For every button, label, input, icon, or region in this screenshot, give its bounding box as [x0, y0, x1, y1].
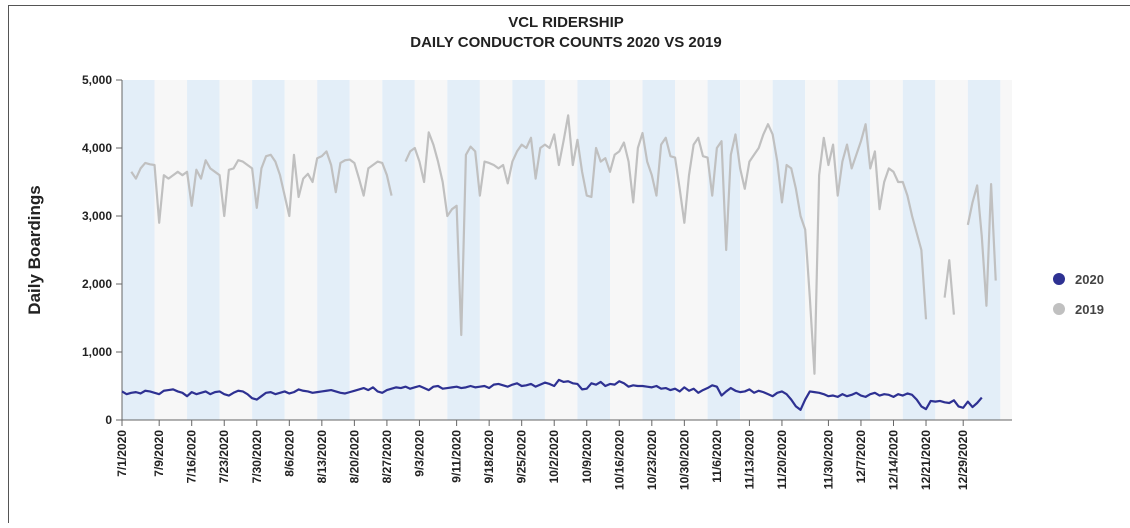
- y-tick-label: 2,000: [82, 277, 112, 291]
- band: [252, 80, 285, 420]
- x-tick-label: 11/13/2020: [742, 430, 756, 490]
- band: [122, 80, 155, 420]
- band: [220, 80, 253, 420]
- band: [512, 80, 545, 420]
- band: [610, 80, 643, 420]
- chart-title: VCL RIDERSHIP: [508, 14, 624, 31]
- band: [187, 80, 220, 420]
- band: [285, 80, 318, 420]
- x-tick-label: 7/16/2020: [185, 430, 199, 484]
- x-tick-label: 11/30/2020: [821, 430, 835, 490]
- band: [870, 80, 903, 420]
- x-tick-label: 10/16/2020: [612, 430, 626, 490]
- legend-label: 2019: [1075, 302, 1104, 317]
- x-tick-label: 11/20/2020: [775, 430, 789, 490]
- band: [968, 80, 1001, 420]
- x-tick-label: 7/23/2020: [217, 430, 231, 484]
- y-tick-label: 3,000: [82, 209, 112, 223]
- band: [480, 80, 513, 420]
- band: [773, 80, 806, 420]
- legend-marker: [1053, 273, 1065, 285]
- x-tick-label: 7/30/2020: [250, 430, 264, 484]
- x-tick-label: 10/30/2020: [677, 430, 691, 490]
- y-tick-label: 1,000: [82, 345, 112, 359]
- band: [350, 80, 383, 420]
- x-tick-label: 7/1/2020: [115, 430, 129, 477]
- x-tick-label: 12/14/2020: [886, 430, 900, 490]
- band: [935, 80, 968, 420]
- y-tick-label: 5,000: [82, 73, 112, 87]
- x-tick-label: 8/20/2020: [347, 430, 361, 484]
- band: [740, 80, 773, 420]
- x-tick-label: 9/18/2020: [482, 430, 496, 484]
- band: [415, 80, 448, 420]
- x-tick-label: 8/6/2020: [282, 430, 296, 477]
- background-bands: [122, 80, 1012, 420]
- x-tick-label: 8/13/2020: [315, 430, 329, 484]
- x-tick-label: 10/9/2020: [580, 430, 594, 484]
- x-tick-label: 11/6/2020: [710, 430, 724, 483]
- band: [382, 80, 415, 420]
- x-tick-label: 9/11/2020: [450, 430, 464, 483]
- band: [317, 80, 350, 420]
- x-tick-label: 7/9/2020: [152, 430, 166, 477]
- x-tick-label: 12/21/2020: [919, 430, 933, 490]
- x-tick-label: 9/3/2020: [412, 430, 426, 477]
- x-tick-label: 9/25/2020: [515, 430, 529, 484]
- band: [805, 80, 838, 420]
- band: [545, 80, 578, 420]
- x-tick-label: 10/23/2020: [645, 430, 659, 490]
- band: [1000, 80, 1012, 420]
- band: [708, 80, 741, 420]
- band: [643, 80, 676, 420]
- y-tick-label: 0: [105, 413, 112, 427]
- band: [577, 80, 610, 420]
- band: [155, 80, 188, 420]
- legend-marker: [1053, 303, 1065, 315]
- y-axis-title: Daily Boardings: [25, 185, 44, 314]
- band: [675, 80, 708, 420]
- x-tick-label: 12/29/2020: [956, 430, 970, 490]
- x-tick-label: 8/27/2020: [380, 430, 394, 484]
- legend-label: 2020: [1075, 272, 1104, 287]
- chart-subtitle: DAILY CONDUCTOR COUNTS 2020 VS 2019: [410, 34, 722, 51]
- band: [903, 80, 936, 420]
- x-tick-label: 12/7/2020: [854, 430, 868, 484]
- y-tick-label: 4,000: [82, 141, 112, 155]
- x-tick-label: 10/2/2020: [547, 430, 561, 484]
